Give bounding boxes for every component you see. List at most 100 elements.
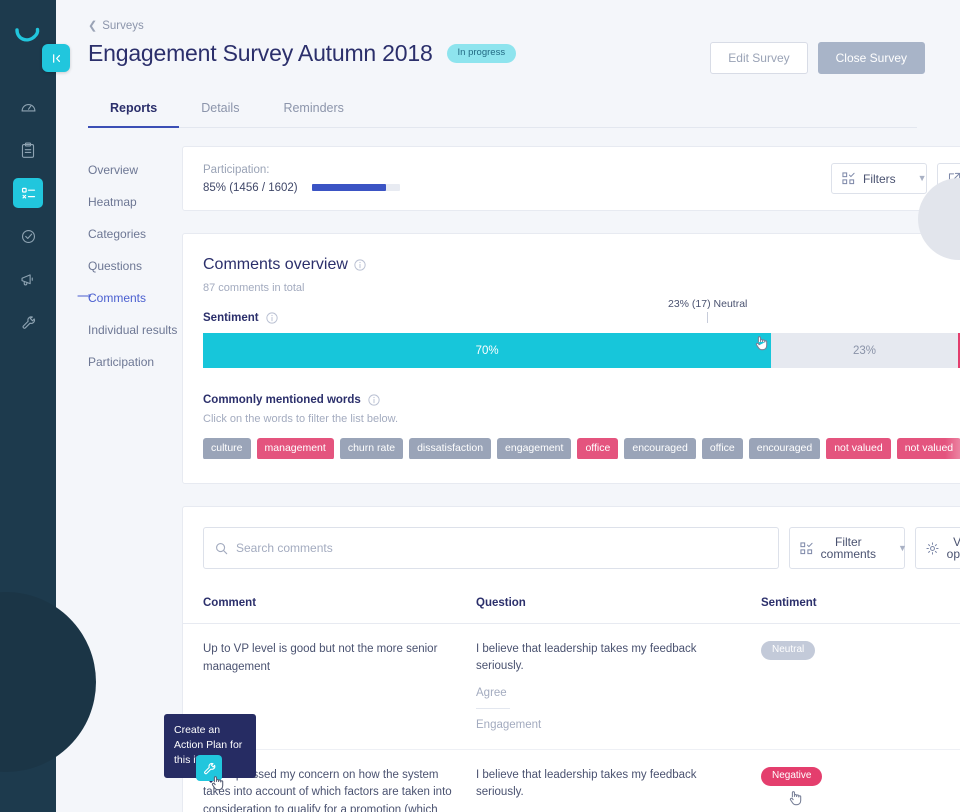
cell-sentiment: Negative [753,749,960,812]
header-actions: Edit Survey Close Survey [710,42,925,74]
subnav-item-comments-label: Comments [88,291,147,305]
participation-label: Participation: [203,163,270,176]
breadcrumb-label: Surveys [102,20,144,32]
column-header-comment[interactable]: Comment [183,587,468,624]
content: Overview Heatmap Categories Questions ⟶ … [56,128,960,812]
tab-reports[interactable]: Reports [88,91,180,128]
question-text: I believe that leadership takes my feedb… [476,643,697,673]
tab-reminders[interactable]: Reminders [283,101,344,115]
words-subtitle: Click on the words to filter the list be… [203,413,399,425]
cursor-pointer-send-message [789,790,802,806]
tab-details[interactable]: Details [201,101,240,115]
subnav-item-categories[interactable]: Categories [88,227,147,241]
subnav-item-participation[interactable]: Participation [88,355,155,369]
info-icon[interactable] [368,394,380,406]
word-chip[interactable]: dissatisfaction [409,438,492,459]
filter-comments-label: Filter comments [820,535,877,561]
clipboard-icon[interactable] [13,135,43,165]
filter-comments-button[interactable]: Filter comments ▼ [788,527,907,569]
word-chip[interactable]: not valued [896,438,960,459]
subnav-item-overview[interactable]: Overview [88,163,139,177]
divider [476,707,510,709]
sentiment-header: Sentiment 23% (17) Neutral [203,298,960,324]
word-chip[interactable]: culture [203,438,251,459]
neutral-callout: 23% (17) Neutral [668,298,747,323]
column-header-sentiment[interactable]: Sentiment [753,587,960,624]
column-header-question[interactable]: Question [468,587,753,624]
cards-column: Participation: 85% (1456 / 1602) [182,146,960,812]
create-action-plan-icon[interactable] [196,755,222,781]
info-icon[interactable] [354,259,366,271]
neutral-callout-label: 23% (17) Neutral [668,298,748,310]
cell-question: I believe that leadership takes my feedb… [468,749,753,812]
comments-table: Comment Question Sentiment Up to VP leve… [183,587,960,812]
view-options-label: View options [946,535,960,561]
megaphone-icon[interactable] [13,264,43,294]
chips-fade: ❯ [944,438,960,459]
participation-progress-bar [311,184,400,191]
search-comments-input[interactable] [236,541,767,555]
question-category: Engagement [476,718,542,731]
main-area: ❮ Surveys Engagement Survey Autumn 2018 … [56,0,960,812]
filter-grid-icon [800,541,813,555]
comments-table-head: Comment Question Sentiment [183,587,960,624]
breadcrumb[interactable]: ❮ Surveys [56,0,960,32]
search-comments-box[interactable] [203,527,779,569]
word-chip[interactable]: churn rate [339,438,404,459]
subnav-item-comments[interactable]: ⟶ Comments [77,282,182,314]
title-row: Engagement Survey Autumn 2018 In progres… [56,32,960,74]
collapse-sidebar-icon[interactable] [42,44,70,72]
comments-table-body: Up to VP level is good but not the more … [183,623,960,812]
participation-value-row: 85% (1456 / 1602) [203,182,831,194]
participation-card: Participation: 85% (1456 / 1602) [182,146,960,211]
view-options-button[interactable]: View options ▼ [914,527,960,569]
word-chip[interactable]: engagement [497,438,572,459]
status-badge: In progress [446,44,517,63]
participation-actions: Filters ▼ Export [830,163,960,194]
subnav-item-individual-results[interactable]: Individual results [88,323,178,337]
comments-table-card: Filter comments ▼ View options [182,506,960,812]
word-chip[interactable]: office [701,438,743,459]
table-row[interactable]: I've expressed my concern on how the sys… [183,749,960,812]
question-text: I believe that leadership takes my feedb… [476,768,697,798]
subnav-item-questions[interactable]: Questions [88,259,143,273]
close-survey-button[interactable]: Close Survey [817,42,925,74]
app-logo[interactable] [0,6,56,62]
sentiment-segment-neutral[interactable]: 23% [771,333,958,368]
word-chip[interactable]: management [256,438,334,459]
subnav-item-heatmap[interactable]: Heatmap [88,195,137,209]
rail-icon-list [0,92,56,337]
tab-bar: Reports Details Reminders [88,91,917,128]
filters-label: Filters [862,171,896,186]
words-title: Commonly mentioned words [203,394,361,406]
search-icon [215,542,228,555]
left-rail [0,0,96,812]
check-circle-icon[interactable] [13,221,43,251]
participation-info: Participation: 85% (1456 / 1602) [203,164,831,194]
comments-total: 87 comments in total [203,282,305,294]
chevron-down-icon: ▼ [917,173,927,183]
word-chips: culture management churn rate dissatisfa… [203,438,960,459]
sentiment-segment-negative[interactable]: 7% [957,333,960,368]
table-toolbar: Filter comments ▼ View options [183,507,960,569]
question-answer: Agree [476,686,507,699]
chevron-down-icon: ▼ [898,542,907,553]
survey-icon[interactable] [13,178,43,208]
wrench-icon[interactable] [13,307,43,337]
sentiment-label-row: Sentiment [203,312,278,324]
filters-button[interactable]: Filters ▼ [830,163,927,194]
comments-overview-card: Comments overview 87 comments in total S… [182,233,960,484]
breadcrumb-back-icon: ❮ [88,19,98,32]
word-chip[interactable]: encouraged [748,438,821,459]
gear-icon [926,541,939,555]
word-chip[interactable]: not valued [826,438,891,459]
info-icon[interactable] [265,312,278,324]
dashboard-icon[interactable] [13,92,43,122]
report-subnav: Overview Heatmap Categories Questions ⟶ … [56,146,182,812]
word-chip[interactable]: office [577,438,619,459]
table-row[interactable]: Up to VP level is good but not the more … [183,623,960,750]
sentiment-segment-positive[interactable]: 70% [203,333,772,368]
word-chip[interactable]: encouraged [624,438,696,459]
edit-survey-button[interactable]: Edit Survey [710,42,808,74]
filter-grid-icon [842,172,855,185]
